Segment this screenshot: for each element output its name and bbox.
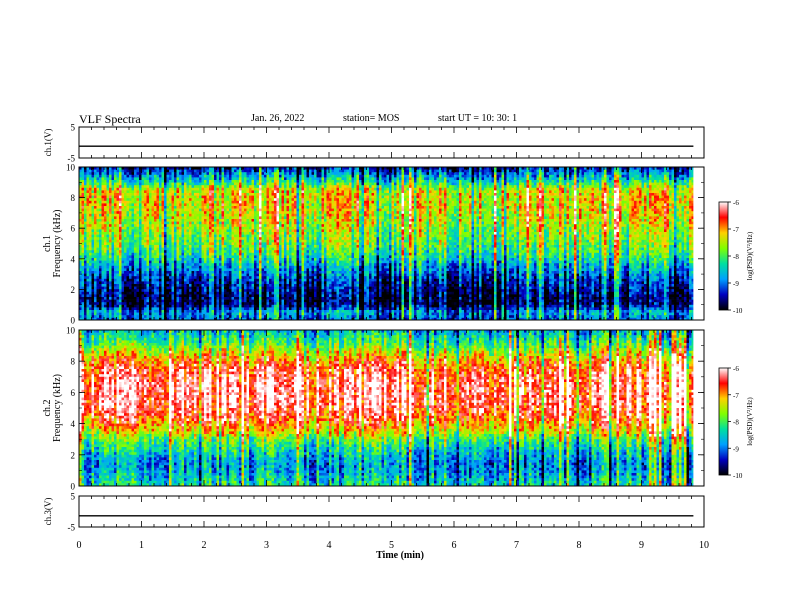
colorbar-tick-label: -9 (733, 445, 739, 453)
station-label: station= MOS (343, 113, 399, 124)
colorbar-tick-label: -7 (733, 226, 739, 234)
ch1-spectrogram-panel: 0 2 4 6 8 10 ch.1 Frequency (kHz) (42, 163, 705, 326)
y-tick-label: -5 (68, 154, 76, 164)
y-axis-label-frequency: Frequency (kHz) (52, 209, 63, 277)
x-tick-label: 0 (77, 540, 82, 551)
x-tick-label: 9 (639, 540, 644, 551)
y-tick-label: -5 (68, 523, 76, 533)
colorbar-tick-label: -10 (733, 307, 743, 315)
date-label: Jan. 26, 2022 (251, 113, 304, 124)
y-tick-label: 10 (66, 163, 76, 173)
y-tick-label: 6 (71, 224, 76, 234)
y-axis-label: ch.1(V) (43, 129, 53, 157)
colorbar-tick-label: -8 (733, 419, 739, 427)
spectrogram-cells (79, 167, 695, 320)
colorbar-label: log(PSD)(V²/Hz) (746, 397, 754, 446)
y-tick-label: 8 (71, 193, 76, 203)
x-tick-label: 8 (577, 540, 582, 551)
colorbar-gradient (718, 367, 729, 476)
colorbar-tick-label: -6 (733, 199, 739, 207)
colorbar-gradient (718, 201, 729, 311)
colorbar-tick-label: -10 (733, 472, 743, 480)
y-axis-label-frequency: Frequency (kHz) (52, 374, 63, 442)
x-axis-label: Time (min) (376, 550, 424, 561)
colorbar-label: log(PSD)(V²/Hz) (746, 231, 754, 280)
x-tick-label: 5 (389, 540, 394, 551)
colorbar-tick-label: -8 (733, 253, 739, 261)
x-tick-label: 3 (264, 540, 269, 551)
colorbar-tick-label: -9 (733, 280, 739, 288)
y-tick-label: 4 (71, 419, 76, 429)
ch2-spectrogram-panel: 0 2 4 6 8 10 ch.2 Frequency (kHz) (42, 326, 705, 492)
y-tick-label: 5 (71, 123, 76, 133)
colorbar-tick-label: -7 (733, 392, 739, 400)
y-tick-label: 4 (71, 254, 76, 264)
y-tick-label: 8 (71, 357, 76, 367)
x-tick-label: 7 (514, 540, 519, 551)
y-tick-label: 2 (71, 285, 76, 295)
x-tick-label: 10 (699, 540, 709, 551)
y-tick-label: 2 (71, 450, 76, 460)
x-tick-label: 2 (202, 540, 207, 551)
x-axis: 0 1 2 3 4 5 6 7 8 9 10 Time (min) (77, 540, 710, 561)
x-tick-label: 6 (452, 540, 457, 551)
spectrogram-cells (79, 330, 695, 486)
colorbar-ch1: -6 -7 -8 -9 -10 log(PSD)(V²/Hz) (718, 199, 754, 315)
y-tick-label: 0 (71, 482, 76, 492)
x-tick-label: 1 (139, 540, 144, 551)
y-tick-label: 0 (71, 316, 76, 326)
start-ut-label: start UT = 10: 30: 1 (438, 113, 517, 124)
y-tick-label: 10 (66, 326, 76, 336)
y-axis-label: ch.2 (42, 400, 53, 417)
ch3-voltage-panel: 5 -5 ch.3(V) (43, 492, 705, 533)
colorbar-tick-label: -6 (733, 365, 739, 373)
y-tick-label: 5 (71, 492, 76, 502)
y-axis-label: ch.3(V) (43, 498, 53, 526)
x-tick-label: 4 (327, 540, 332, 551)
colorbar-ch2: -6 -7 -8 -9 -10 log(PSD)(V²/Hz) (718, 365, 754, 480)
y-tick-label: 6 (71, 388, 76, 398)
y-axis-label: ch.1 (42, 235, 53, 252)
figure-title: VLF Spectra (79, 112, 141, 127)
ch1-voltage-panel: 5 -5 ch.1(V) (43, 123, 705, 164)
